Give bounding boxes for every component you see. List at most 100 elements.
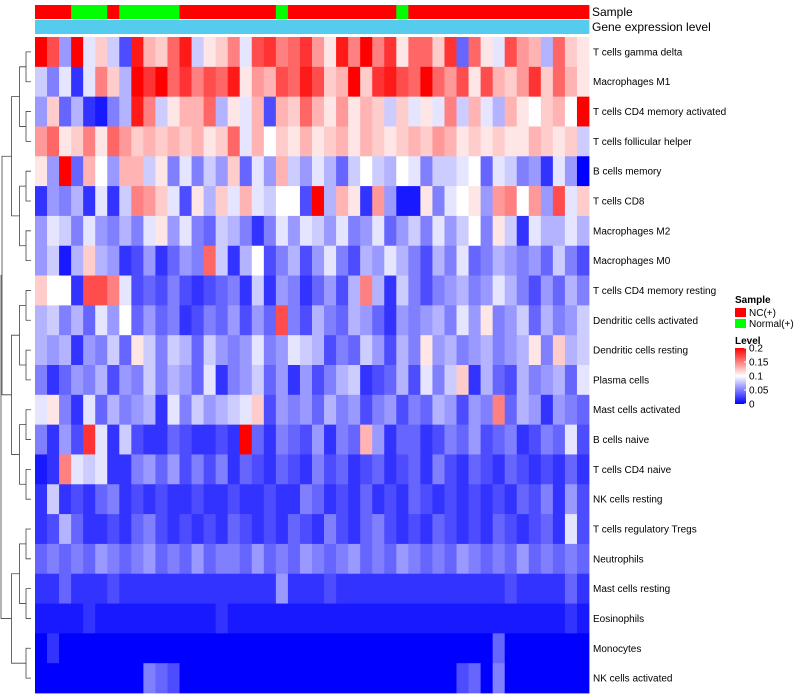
heatmap-cell — [540, 156, 554, 187]
heatmap-cell — [444, 156, 457, 187]
expression-level-cell — [143, 20, 156, 34]
heatmap-cell — [35, 514, 48, 545]
heatmap-cell — [299, 603, 313, 634]
heatmap-cell — [504, 335, 518, 366]
heatmap-cell — [59, 275, 72, 306]
sample-annotation-cell — [528, 5, 542, 19]
heatmap-cell — [203, 633, 217, 664]
heatmap-cell — [312, 245, 325, 276]
heatmap-cell — [456, 573, 469, 604]
heatmap-cell — [468, 454, 482, 485]
heatmap-cell — [107, 156, 120, 187]
heatmap-cell — [396, 305, 409, 336]
heatmap-cell — [83, 514, 96, 545]
heatmap-cell — [480, 633, 494, 664]
row-labels: T cells gamma delta Macrophages M1 T cells… — [593, 47, 726, 684]
heatmap-cell — [83, 633, 96, 664]
expression-level-cell — [215, 20, 229, 34]
heatmap-cell — [492, 514, 506, 545]
heatmap-cell — [432, 424, 445, 455]
row-label: B cells naive — [593, 435, 650, 446]
expression-level-cell — [287, 20, 301, 34]
heatmap-cell — [167, 603, 180, 634]
heatmap-cell — [203, 126, 217, 157]
heatmap-cell — [552, 96, 566, 127]
heatmap-cell — [83, 543, 96, 575]
heatmap-cell — [480, 365, 494, 396]
heatmap-cell — [143, 126, 156, 157]
heatmap-cell — [432, 394, 445, 426]
heatmap-cell — [131, 633, 144, 664]
heatmap-cell — [167, 543, 180, 575]
row-dendrogram — [0, 51, 31, 679]
heatmap-cell — [83, 245, 96, 276]
heatmap-cell — [312, 186, 325, 217]
expression-level-cell — [119, 20, 132, 34]
heatmap-cell — [336, 126, 349, 157]
heatmap-cell — [203, 305, 217, 336]
expression-level-cell — [179, 20, 192, 34]
dendrogram-branch — [25, 647, 31, 679]
heatmap-cell — [275, 454, 289, 485]
heatmap-cell — [444, 394, 457, 426]
heatmap-cell — [191, 96, 205, 127]
dendrogram-branch — [19, 424, 26, 485]
heatmap-cell — [432, 215, 445, 247]
heatmap-cell — [468, 215, 482, 247]
heatmap-cell — [95, 424, 108, 455]
heatmap-cell — [131, 573, 144, 604]
heatmap-cell — [203, 96, 217, 127]
heatmap-cell — [492, 484, 506, 515]
expression-level-cell — [528, 20, 542, 34]
heatmap-cell — [35, 156, 48, 187]
heatmap-cell — [408, 663, 421, 694]
heatmap-cell — [516, 126, 530, 157]
heatmap-cell — [516, 484, 530, 515]
heatmap-cell — [576, 484, 590, 515]
heatmap-cell — [47, 484, 60, 515]
heatmap-cell — [360, 543, 373, 575]
heatmap-cell — [275, 335, 289, 366]
heatmap-cell — [408, 37, 421, 68]
heatmap-cell — [336, 96, 349, 127]
heatmap-cell — [468, 633, 482, 664]
heatmap-cell — [47, 305, 60, 336]
heatmap-cell — [504, 186, 518, 217]
heatmap-cell — [348, 543, 361, 575]
heatmap-cell — [528, 663, 542, 694]
heatmap-cell — [179, 633, 192, 664]
heatmap-cell — [396, 603, 409, 634]
sample-annotation-cell — [179, 5, 192, 19]
expression-level-cell — [71, 20, 84, 34]
heatmap-cell — [215, 156, 229, 187]
heatmap-cell — [468, 424, 482, 455]
heatmap-cell — [107, 126, 120, 157]
heatmap-cell — [203, 215, 217, 247]
heatmap-cell — [408, 484, 421, 515]
heatmap-cell — [492, 365, 506, 396]
heatmap-cell — [420, 484, 433, 515]
heatmap-cell — [372, 245, 385, 276]
heatmap-cell — [287, 394, 301, 426]
heatmap-cell — [155, 663, 168, 694]
heatmap-cell — [396, 663, 409, 694]
heatmap-cell — [576, 335, 590, 366]
heatmap-cell — [384, 365, 397, 396]
expression-level-cell — [47, 20, 60, 34]
heatmap-cell — [396, 275, 409, 306]
heatmap-cell — [516, 365, 530, 396]
heatmap-cell — [167, 484, 180, 515]
sample-annotation-cell — [143, 5, 156, 19]
heatmap-cell — [396, 633, 409, 664]
heatmap-cell — [336, 186, 349, 217]
heatmap-cell — [203, 573, 217, 604]
heatmap-cell — [420, 633, 433, 664]
heatmap-cell — [263, 66, 277, 98]
heatmap-cell — [504, 245, 518, 276]
heatmap-cell — [528, 335, 542, 366]
heatmap-cell — [312, 305, 325, 336]
heatmap-cell — [444, 365, 457, 396]
sample-annotation-cell — [167, 5, 180, 19]
heatmap-cell — [528, 96, 542, 127]
expression-level-cell — [348, 20, 361, 34]
